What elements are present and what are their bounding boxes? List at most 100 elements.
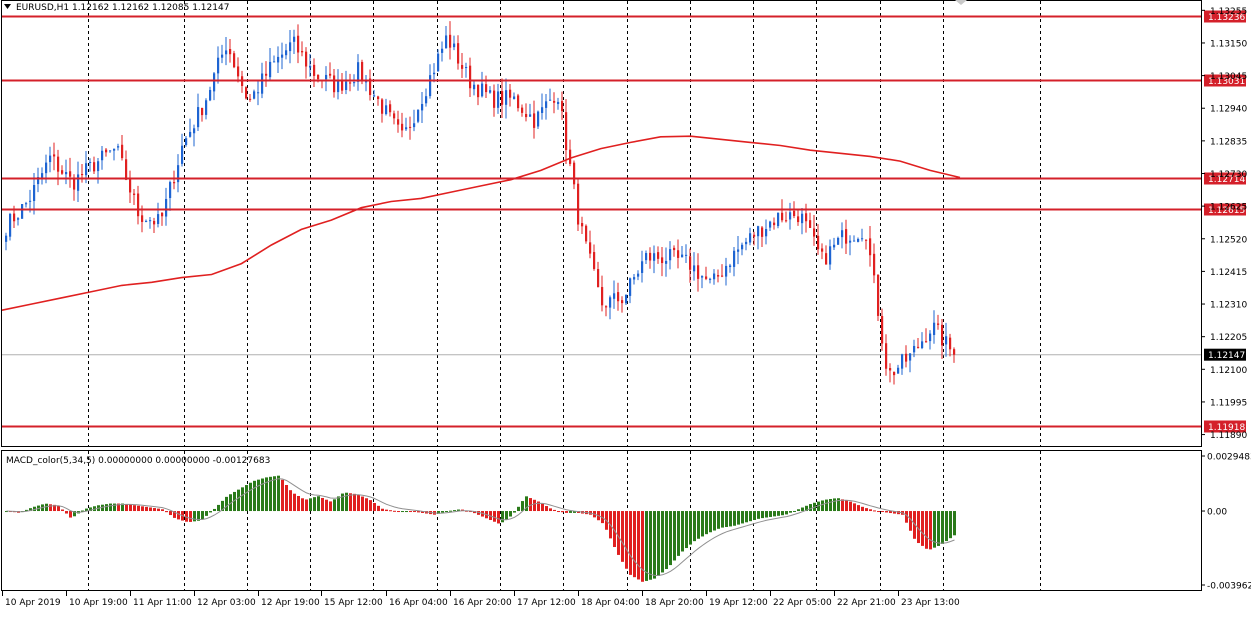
macd-bar — [265, 477, 268, 512]
macd-bar — [857, 505, 860, 512]
candle-body — [189, 131, 192, 137]
macd-bar — [157, 508, 160, 512]
candle-body — [777, 212, 780, 227]
candle-body — [465, 67, 468, 69]
macd-bar — [765, 511, 768, 518]
candle-body — [25, 203, 28, 205]
macd-bar — [649, 511, 652, 580]
macd-y-tick-label: 0.00 — [1207, 508, 1227, 518]
macd-axis[interactable]: 0.0029483 0.00 -0.0039627 — [1201, 453, 1251, 592]
candle-body — [533, 113, 536, 128]
candle-body — [37, 177, 40, 185]
candle-body — [817, 235, 820, 250]
candle-body — [505, 90, 508, 105]
macd-bar — [573, 511, 576, 513]
candle-body — [209, 89, 212, 101]
candle-body — [397, 119, 400, 125]
candle-body — [165, 198, 168, 217]
macd-bar — [213, 508, 216, 512]
macd-bar — [505, 511, 508, 520]
macd-bar — [677, 511, 680, 556]
macd-bar — [621, 511, 624, 562]
candle-body — [421, 103, 424, 111]
macd-bar — [493, 511, 496, 522]
macd-bar — [337, 496, 340, 512]
y-tick-label: 1.12940 — [1210, 105, 1247, 115]
candle-body — [665, 260, 668, 264]
candle-body — [621, 300, 624, 304]
candle-body — [469, 65, 472, 89]
candle-body — [381, 99, 384, 114]
macd-bar — [561, 511, 564, 513]
candle-body — [377, 96, 380, 100]
macd-bar — [821, 500, 824, 512]
candle-body — [541, 107, 544, 114]
candle-body — [709, 278, 712, 280]
candle-body — [517, 95, 520, 109]
macd-bar — [897, 511, 900, 515]
macd-bar — [757, 511, 760, 519]
macd-bar — [137, 505, 140, 512]
candle-body — [953, 349, 956, 355]
x-tick-label: 17 Apr 12:00 — [517, 598, 576, 608]
candle-body — [661, 257, 664, 264]
horizontal-levels[interactable]: 1.13236 1.13031 1.12714 1.12615 1.11918 — [2, 10, 1246, 434]
macd-bar — [729, 511, 732, 527]
candle-body — [253, 91, 256, 99]
macd-bar — [53, 504, 56, 512]
macd-bar — [613, 511, 616, 548]
candle-body — [265, 73, 268, 76]
macd-bar — [753, 511, 756, 520]
macd-bar — [305, 499, 308, 512]
candle-body — [261, 73, 264, 94]
macd-bar — [717, 511, 720, 529]
level-price-label: 1.12615 — [1208, 206, 1245, 216]
macd-bar — [377, 505, 380, 512]
macd-bar — [333, 499, 336, 512]
candle-body — [657, 252, 660, 259]
candle-body — [257, 92, 260, 94]
candle-body — [437, 53, 440, 72]
candle-body — [825, 253, 828, 265]
macd-bar — [781, 511, 784, 516]
macd-bar — [61, 509, 64, 512]
candle-body — [393, 113, 396, 119]
candle-body — [357, 62, 360, 82]
candle-body — [521, 107, 524, 113]
candle-body — [605, 306, 608, 308]
candle-body — [229, 49, 232, 55]
candle-body — [613, 293, 616, 299]
candle-body — [197, 107, 200, 128]
time-axis[interactable]: 10 Apr 2019 10 Apr 19:00 11 Apr 11:00 12 Ap… — [2, 591, 960, 608]
candle-body — [221, 54, 224, 58]
macd-bar — [553, 509, 556, 512]
candle-body — [897, 367, 900, 374]
macd-bar — [5, 511, 8, 513]
dropdown-triangle-icon[interactable] — [4, 4, 11, 9]
macd-bar — [697, 511, 700, 539]
y-tick-label: 1.12835 — [1210, 137, 1247, 147]
macd-bar — [937, 511, 940, 546]
macd-bar — [477, 511, 480, 515]
chart-shift-icon[interactable] — [955, 0, 967, 5]
candle-body — [849, 240, 852, 243]
candle-body — [361, 61, 364, 82]
macd-bar — [853, 503, 856, 512]
macd-bar — [749, 511, 752, 522]
candle-body — [425, 96, 428, 104]
candle-body — [277, 56, 280, 63]
candle-body — [753, 234, 756, 237]
price-axis[interactable]: 1.13255 1.13150 1.13045 1.12940 1.12835 1.127… — [1201, 7, 1247, 441]
macd-bar — [277, 475, 280, 512]
candle-body — [629, 278, 632, 296]
macd-bar — [45, 503, 48, 512]
macd-bar — [469, 511, 472, 513]
candle-body — [877, 274, 880, 316]
candle-body — [281, 54, 284, 58]
candle-body — [53, 154, 56, 157]
price-panel-frame — [1, 0, 1202, 447]
candle-body — [525, 114, 528, 118]
candle-body — [125, 159, 128, 180]
macd-bar — [357, 494, 360, 512]
